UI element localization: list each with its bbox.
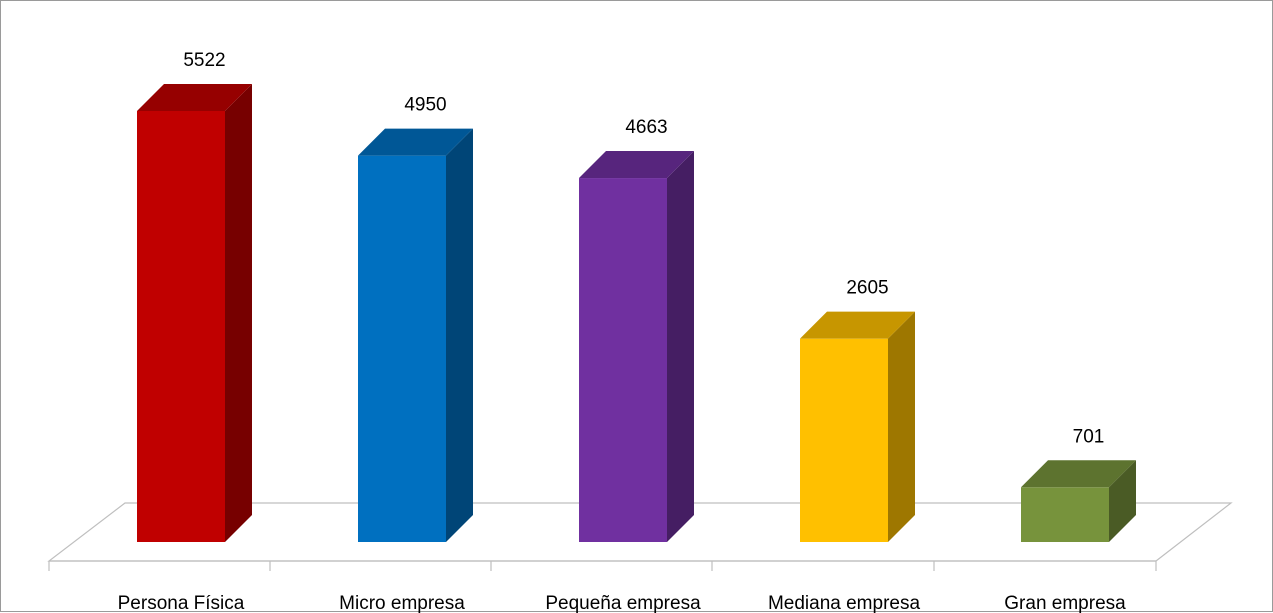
- bar-side-face: [1109, 460, 1136, 542]
- data-label: 4950: [404, 95, 446, 116]
- bar: [137, 84, 252, 542]
- bar-side-face: [888, 311, 915, 542]
- bar-top-face: [358, 128, 473, 156]
- bar-front-face: [1021, 487, 1109, 542]
- bar: [579, 151, 694, 542]
- data-label: 701: [1073, 426, 1105, 447]
- bar: [1021, 460, 1136, 542]
- category-label: Gran empresa: [1004, 593, 1126, 613]
- bar-top-face: [800, 311, 915, 339]
- bar-front-face: [358, 155, 446, 542]
- bar-front-face: [579, 178, 667, 542]
- bar-top-face: [579, 151, 694, 179]
- bar-side-face: [225, 84, 252, 542]
- bar-side-face: [667, 151, 694, 542]
- bar: [358, 128, 473, 542]
- category-label: Persona Física: [118, 593, 245, 613]
- category-label: Pequeña empresa: [545, 593, 701, 613]
- bar-top-face: [137, 84, 252, 111]
- bar-front-face: [137, 111, 225, 542]
- category-label: Micro empresa: [339, 593, 465, 613]
- data-label: 4663: [625, 117, 667, 138]
- data-label: 5522: [183, 50, 225, 71]
- bar: [800, 311, 915, 542]
- category-label: Mediana empresa: [768, 593, 921, 613]
- data-label: 2605: [846, 278, 888, 299]
- bar-front-face: [800, 338, 888, 542]
- bar-side-face: [446, 128, 473, 542]
- bar-top-face: [1021, 460, 1136, 488]
